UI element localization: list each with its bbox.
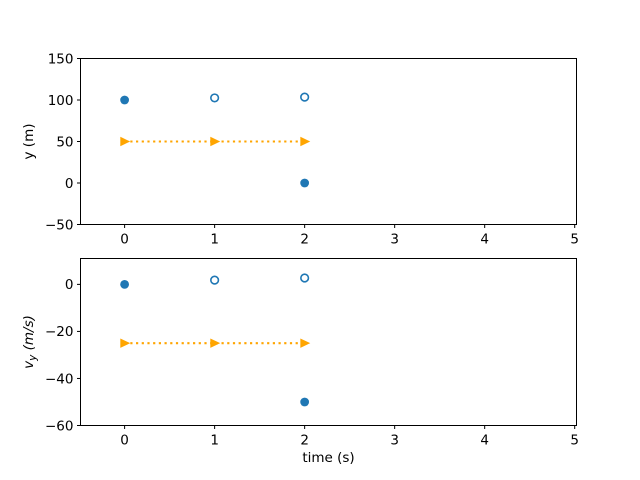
data-point-filled-circle [300, 397, 310, 407]
subplot-position-vs-time: 0 1 2 3 4 5 150 100 50 0 −50 y (m) [21, 51, 579, 247]
x-tick-label: 1 [210, 232, 219, 248]
y-axis-label: vy (m/s) [21, 315, 39, 369]
x-tick-label: 1 [210, 433, 219, 449]
data-point-triangle-right [120, 338, 131, 348]
y-tick-label: −40 [45, 371, 74, 387]
y-tick-label: 150 [48, 51, 74, 67]
y-tick-label: 50 [56, 134, 73, 150]
y-axis-label: y (m) [21, 124, 37, 160]
y-tick-label: 0 [65, 277, 74, 293]
x-tick-label: 5 [570, 232, 579, 248]
series-vy-average-dotted-triangles [120, 338, 311, 348]
subplot-velocity-vs-time: 0 1 2 3 4 5 0 −20 −40 −60 vy (m/s) time (s) [21, 258, 579, 466]
data-point-triangle-right [120, 136, 131, 147]
x-tick-label: 4 [480, 232, 489, 248]
y-tick-label: −50 [45, 217, 74, 233]
y-tick-label: −20 [45, 324, 74, 340]
y-tick-label: 0 [65, 176, 74, 192]
data-point-open-circle [300, 273, 310, 283]
data-point-triangle-right [210, 338, 221, 348]
y-tick-label: −60 [45, 418, 74, 434]
data-point-filled-circle [120, 95, 130, 105]
x-tick-label: 0 [120, 433, 129, 449]
series-y-average-dotted-triangles [120, 136, 311, 147]
x-tick-label: 4 [480, 433, 489, 449]
x-tick-label: 0 [120, 232, 129, 248]
data-point-triangle-right [300, 338, 311, 348]
x-tick-label: 3 [390, 433, 399, 449]
data-point-open-circle [210, 275, 220, 285]
data-point-filled-circle [300, 178, 310, 188]
y-tick-label: 100 [48, 93, 74, 109]
data-point-filled-circle [120, 279, 130, 289]
data-point-triangle-right [210, 136, 221, 147]
data-point-triangle-right [300, 136, 311, 147]
data-point-open-circle [210, 93, 220, 103]
series-y-filled-circles [120, 95, 310, 188]
x-axis-label: time (s) [302, 450, 354, 466]
x-tick-label: 3 [390, 232, 399, 248]
data-point-open-circle [300, 92, 310, 102]
plot-frame [80, 258, 577, 426]
x-tick-label: 2 [300, 433, 309, 449]
x-tick-label: 2 [300, 232, 309, 248]
x-tick-label: 5 [570, 433, 579, 449]
series-y-open-circles [210, 92, 310, 103]
series-vy-open-circles [210, 273, 310, 285]
series-vy-filled-circles [120, 279, 310, 407]
